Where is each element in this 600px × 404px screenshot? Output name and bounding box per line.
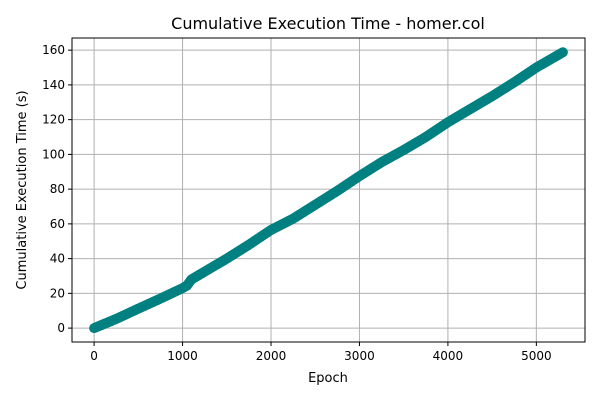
y-tick-label: 160	[42, 43, 65, 57]
y-tick-label: 40	[50, 252, 65, 266]
chart-title: Cumulative Execution Time - homer.col	[171, 14, 485, 33]
x-tick-label: 2000	[256, 349, 287, 363]
y-tick-label: 80	[50, 182, 65, 196]
x-tick-label: 5000	[521, 349, 552, 363]
y-axis-label: Cumulative Execution Time (s)	[15, 90, 30, 289]
x-axis-label: Epoch	[308, 371, 348, 386]
data-point	[557, 47, 568, 58]
y-tick-label: 120	[42, 113, 65, 127]
axis-ticks: 0 1000 2000 3000 4000 5000 0 20 40 60 80 100 120 140 1…	[42, 43, 552, 363]
data-points	[89, 47, 568, 334]
y-tick-label: 140	[42, 78, 65, 92]
plot-area-frame	[71, 37, 586, 343]
x-tick-label: 3000	[344, 349, 375, 363]
y-tick-label: 60	[50, 217, 65, 231]
x-tick-label: 4000	[433, 349, 464, 363]
y-tick-label: 100	[42, 147, 65, 161]
y-tick-label: 0	[57, 321, 65, 335]
x-tick-label: 1000	[167, 349, 198, 363]
grid	[72, 38, 585, 342]
y-tick-label: 20	[50, 286, 65, 300]
x-tick-label: 0	[90, 349, 98, 363]
